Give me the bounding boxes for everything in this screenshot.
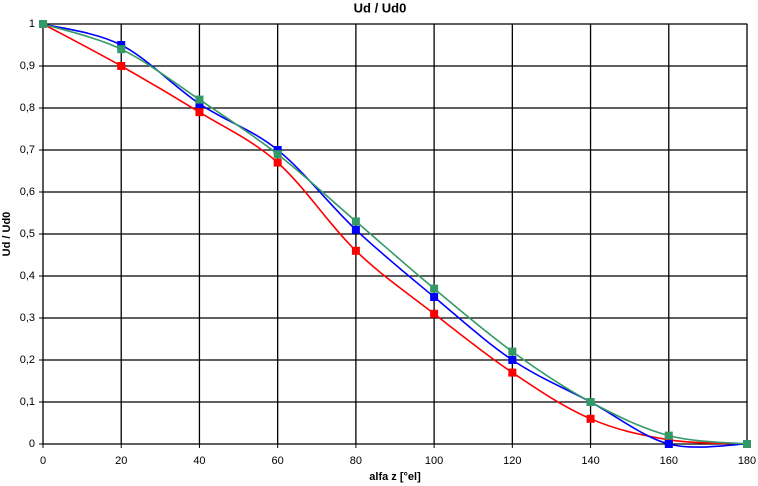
point-marker [117,62,126,70]
point-marker [39,20,47,28]
y-tick-label: 0,3 [20,312,35,324]
series-line [42,23,748,445]
point-marker [195,108,204,117]
point-marker [664,435,673,444]
point-marker [351,225,360,234]
y-tick-label: 0 [29,438,35,450]
y-tick-label: 0,2 [20,354,35,366]
point-marker [508,368,517,377]
y-tick-label: 0,4 [20,270,35,282]
y-tick-label: 0,7 [20,144,35,156]
x-axis-label: alfa z [°el] [369,471,421,483]
point-marker [430,284,439,293]
point-marker [117,41,126,49]
x-tick-label: 80 [350,455,362,467]
point-marker [351,217,360,226]
point-marker [117,45,126,54]
x-tick-label: 160 [660,455,678,467]
point-marker [586,398,595,406]
y-tick-label: 0,9 [20,60,35,72]
point-marker [195,99,204,108]
point-marker [273,158,282,167]
point-marker [508,347,517,356]
y-tick-label: 1 [29,18,35,30]
point-marker [430,293,439,301]
y-tick-label: 0,1 [20,396,35,408]
point-marker [664,440,673,448]
x-tick-label: 40 [193,455,205,467]
x-tick-label: 180 [738,455,756,467]
point-marker [508,356,517,364]
point-marker [430,309,439,318]
chart-title: Ud / Ud0 [354,0,407,15]
point-marker [273,146,282,154]
point-marker [586,414,595,423]
x-tick-label: 120 [503,455,521,467]
y-tick-label: 0,6 [20,186,35,198]
y-tick-label: 0,8 [20,102,35,114]
point-marker [273,150,282,159]
x-tick-label: 140 [581,455,599,467]
point-marker [351,246,360,255]
point-marker [195,95,204,104]
y-axis-label: Ud / Ud0 [1,212,13,257]
series-line [42,23,748,445]
x-tick-label: 0 [40,455,46,467]
x-tick-label: 20 [115,455,127,467]
x-tick-label: 60 [272,455,284,467]
y-tick-label: 0,5 [20,228,35,240]
x-tick-label: 100 [425,455,443,467]
point-marker [664,431,673,440]
point-marker [743,440,751,448]
